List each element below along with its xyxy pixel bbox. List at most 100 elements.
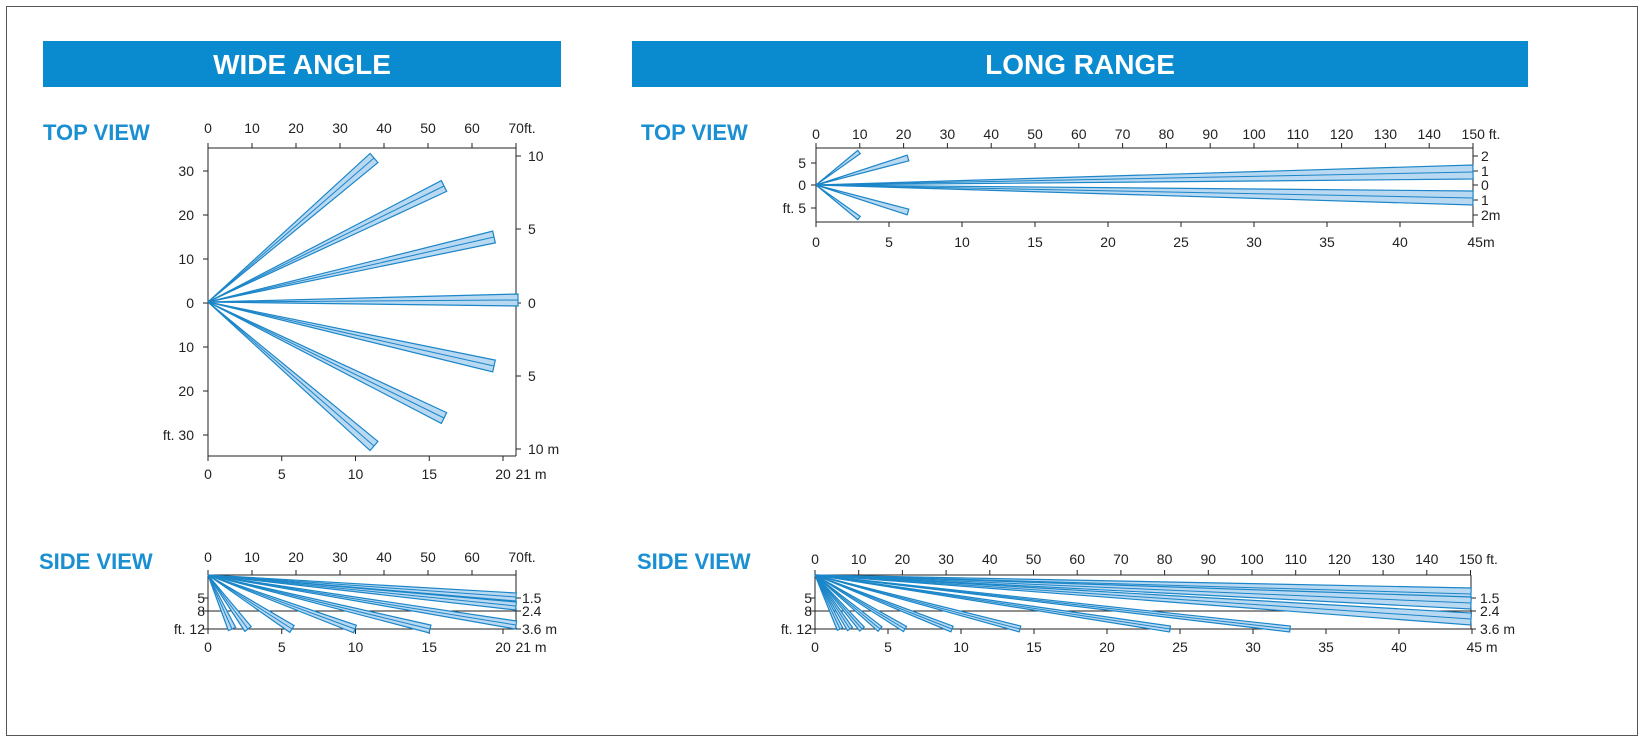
wide-side-beam-4-center bbox=[207, 574, 356, 630]
m-tick-label: 0 bbox=[811, 639, 819, 655]
long-top-beam-5 bbox=[815, 184, 862, 221]
left-tick-label: 10 bbox=[178, 339, 194, 355]
ft-tick-label: 140 bbox=[1415, 551, 1439, 567]
long-side-beam-3-center bbox=[814, 574, 1291, 630]
wide-side-beam-0-center bbox=[207, 574, 517, 598]
ft-tick-label: 110 bbox=[1287, 126, 1310, 142]
ft-tick-label: 20 bbox=[288, 549, 304, 565]
right-tick-label: 2.4 bbox=[522, 603, 542, 619]
right-tick-label: 3.6 m bbox=[522, 621, 557, 637]
m-tick-label: 5 bbox=[278, 639, 286, 655]
ft-tick-label: 0 bbox=[811, 551, 819, 567]
ft-tick-label: 120 bbox=[1330, 126, 1354, 142]
m-tick-label: 25 bbox=[1172, 639, 1188, 655]
ft-tick-label: 20 bbox=[895, 551, 911, 567]
long-side-beam-10-center bbox=[814, 574, 851, 630]
ft-tick-label: 10 bbox=[244, 120, 260, 136]
wide-side-beam-2-center bbox=[207, 574, 517, 626]
wide-top-beam-5-center bbox=[207, 301, 445, 419]
left-tick-label: 8 bbox=[804, 603, 812, 619]
wide-side-beam-7-center bbox=[207, 574, 233, 630]
left-tick-label: 30 bbox=[178, 163, 194, 179]
left-tick-label: 5 bbox=[798, 155, 806, 171]
long-side-beam-2-center bbox=[814, 574, 1472, 620]
m-tick-label: 5 bbox=[278, 466, 286, 482]
ft-tick-label: 10 bbox=[852, 126, 868, 142]
long-side-beam-5-center bbox=[814, 574, 1021, 630]
ft-tick-label: 70ft. bbox=[508, 120, 535, 136]
m-tick-label: 10 bbox=[348, 466, 364, 482]
ft-tick-label: 70 bbox=[1115, 126, 1131, 142]
long-side-beam-9-center bbox=[814, 574, 863, 630]
ft-tick-label: 40 bbox=[983, 126, 999, 142]
ft-tick-label: 60 bbox=[1071, 126, 1087, 142]
ft-tick-label: 50 bbox=[420, 549, 436, 565]
long-range-banner: LONG RANGE bbox=[632, 41, 1528, 87]
left-tick-label: 8 bbox=[197, 603, 205, 619]
right-tick-label: 1.5 bbox=[522, 590, 542, 606]
m-tick-label: 10 bbox=[953, 639, 969, 655]
m-tick-label: 0 bbox=[812, 234, 820, 250]
wide-side-beam-5-center bbox=[207, 574, 293, 630]
m-tick-label: 45m bbox=[1467, 234, 1494, 250]
wide-top-view-label: TOP VIEW bbox=[43, 120, 150, 145]
ft-tick-label: 70 bbox=[1113, 551, 1129, 567]
ft-tick-label: 60 bbox=[1069, 551, 1085, 567]
m-tick-label: 40 bbox=[1391, 639, 1407, 655]
ft-tick-label: 140 bbox=[1418, 126, 1442, 142]
right-tick-label: 10 bbox=[528, 148, 544, 164]
m-tick-label: 5 bbox=[884, 639, 892, 655]
m-tick-label: 0 bbox=[204, 639, 212, 655]
left-tick-label: ft. 30 bbox=[163, 427, 194, 443]
ft-tick-label: 90 bbox=[1202, 126, 1218, 142]
long-side-beam-6-center bbox=[814, 574, 953, 630]
ft-tick-label: 0 bbox=[812, 126, 820, 142]
long-top-beam-2-center bbox=[815, 171, 1474, 186]
m-tick-label: 15 bbox=[1026, 639, 1042, 655]
right-tick-label: 1.5 bbox=[1480, 590, 1500, 606]
long-top-beam-4 bbox=[815, 184, 910, 216]
m-tick-label: 15 bbox=[1027, 234, 1043, 250]
long-side-beam-8-center bbox=[814, 574, 881, 630]
long-top-beam-3-center bbox=[815, 184, 1474, 199]
m-tick-label: 21 m bbox=[515, 639, 546, 655]
left-tick-label: 0 bbox=[186, 295, 194, 311]
long-top-beam-0 bbox=[815, 149, 862, 186]
wide-top-beam-0-center bbox=[207, 157, 375, 303]
left-tick-label: 20 bbox=[178, 383, 194, 399]
long-top-view-label: TOP VIEW bbox=[641, 120, 748, 145]
m-tick-label: 15 bbox=[421, 466, 437, 482]
right-tick-label: 5 bbox=[528, 368, 536, 384]
m-tick-label: 20 bbox=[495, 639, 511, 655]
m-tick-label: 20 bbox=[495, 466, 511, 482]
left-tick-label: 5 bbox=[804, 590, 812, 606]
wide-top-beam-2-center bbox=[207, 236, 495, 303]
ft-tick-label: 20 bbox=[896, 126, 912, 142]
right-tick-label: 0 bbox=[528, 295, 536, 311]
right-tick-label: 2m bbox=[1481, 207, 1500, 223]
right-tick-label: 3.6 m bbox=[1480, 621, 1515, 637]
m-tick-label: 15 bbox=[421, 639, 437, 655]
left-tick-label: ft. 12 bbox=[781, 621, 812, 637]
ft-tick-label: 0 bbox=[204, 120, 212, 136]
m-tick-label: 20 bbox=[1099, 639, 1115, 655]
m-tick-label: 35 bbox=[1318, 639, 1334, 655]
ft-tick-label: 50 bbox=[1026, 551, 1042, 567]
m-tick-label: 40 bbox=[1392, 234, 1408, 250]
m-tick-label: 30 bbox=[1245, 639, 1261, 655]
long-side-view-label: SIDE VIEW bbox=[637, 549, 751, 574]
diagram-frame bbox=[6, 6, 1638, 736]
left-tick-label: 5 bbox=[197, 590, 205, 606]
ft-tick-label: 0 bbox=[204, 549, 212, 565]
ft-tick-label: 30 bbox=[332, 549, 348, 565]
ft-tick-label: 40 bbox=[982, 551, 998, 567]
long-top-beam-1 bbox=[815, 154, 910, 186]
m-tick-label: 25 bbox=[1173, 234, 1189, 250]
ft-tick-label: 10 bbox=[244, 549, 260, 565]
right-tick-label: 0 bbox=[1481, 177, 1489, 193]
wide-top-beam-3-center bbox=[207, 299, 519, 303]
ft-tick-label: 130 bbox=[1371, 551, 1395, 567]
